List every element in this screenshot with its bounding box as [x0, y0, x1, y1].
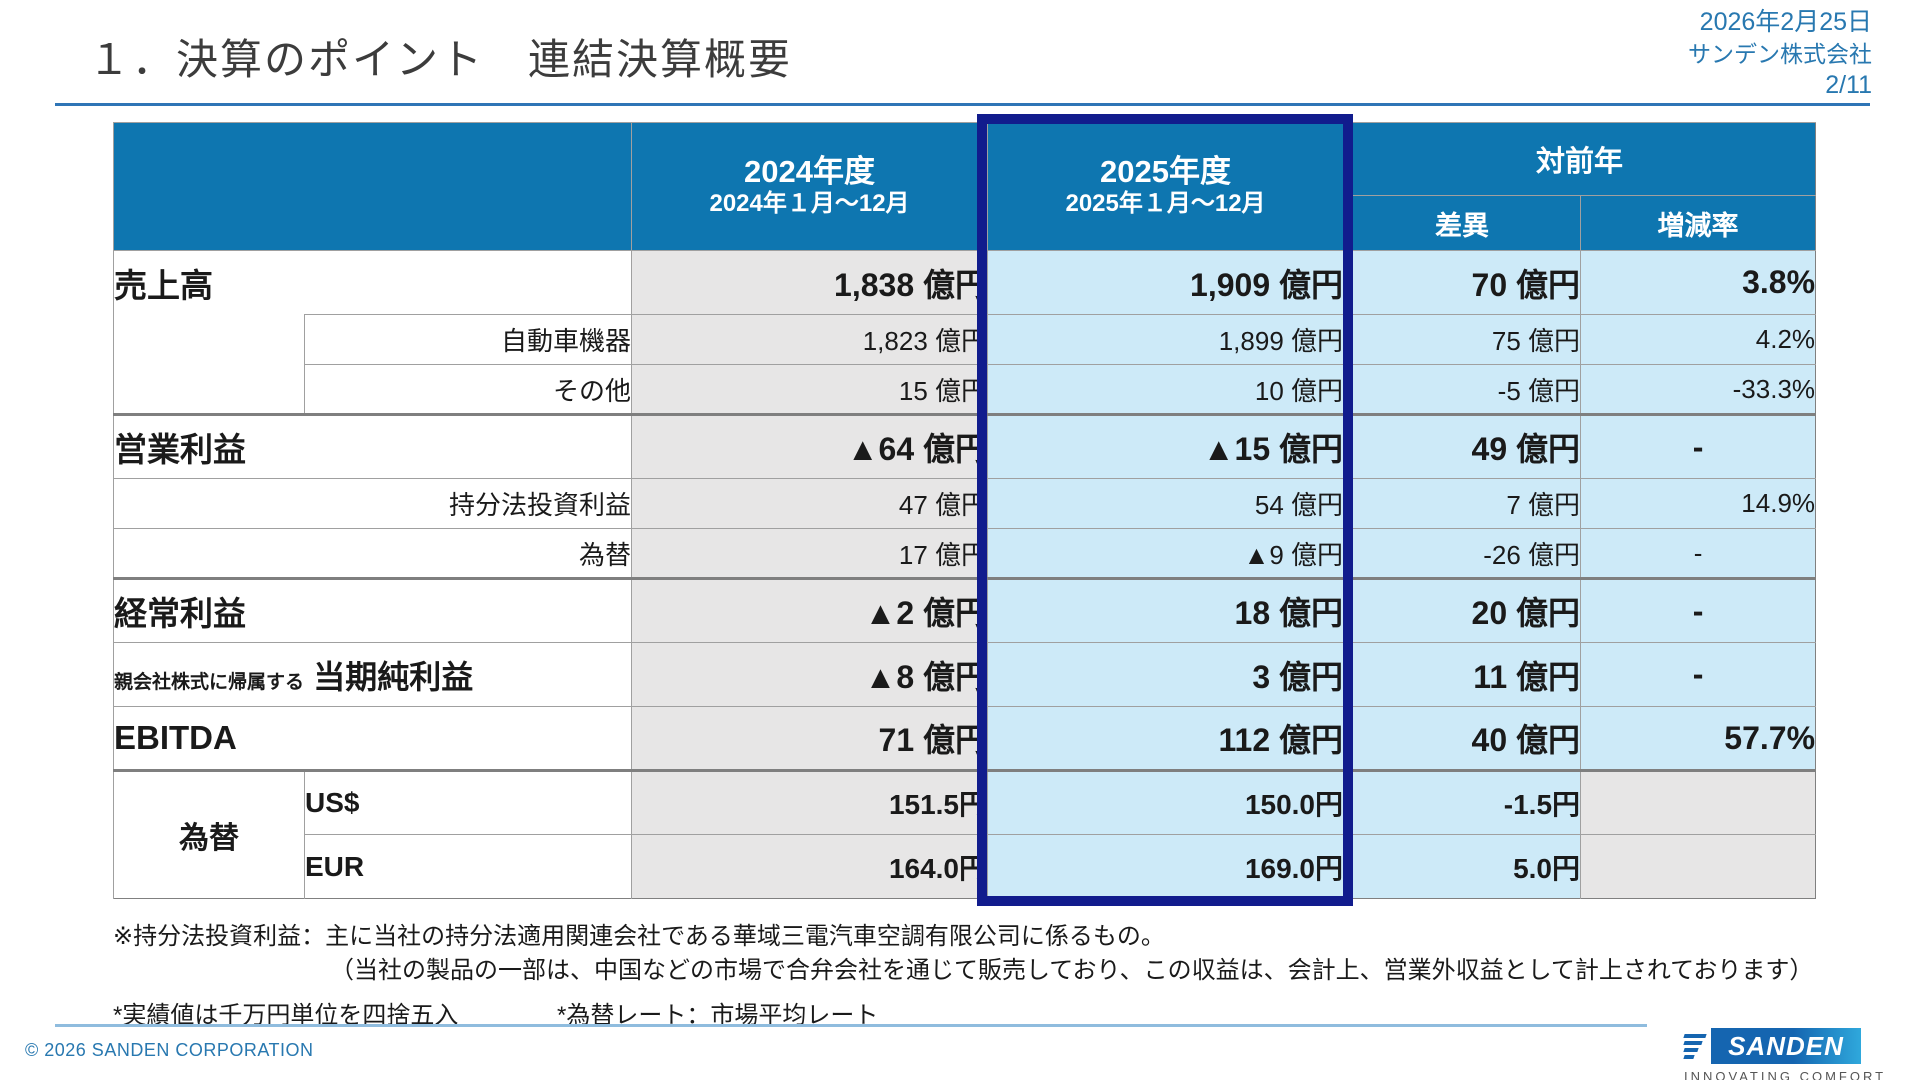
sales-fy2024: 1,838 億円	[631, 250, 988, 315]
net-income-label-main: 当期純利益	[313, 658, 474, 695]
forex-gain-rate: -	[1580, 528, 1816, 579]
usd-fy2024: 151.5円	[631, 769, 988, 835]
forex-gain-fy2024: 17 億円	[631, 528, 988, 579]
ebitda-fy2025: 112 億円	[987, 706, 1344, 771]
equity-method-diff: 7 億円	[1343, 478, 1581, 529]
header-diff: 差異	[1343, 195, 1581, 251]
operating-income-label: 営業利益	[112, 413, 632, 479]
row-net-income: 親会社株式に帰属する 当期純利益 ▲8 億円 3 億円 11 億円 -	[112, 642, 1816, 707]
auto-rate: 4.2%	[1580, 314, 1816, 365]
fy2024-title: 2024年度	[744, 154, 875, 190]
forex-gain-label: 為替	[112, 528, 632, 579]
usd-label: US$	[303, 769, 632, 835]
other-fy2025: 10 億円	[987, 364, 1344, 415]
eur-label: EUR	[303, 834, 632, 899]
page-number: 2/11	[1825, 71, 1872, 100]
fy2024-subtitle: 2024年１月～12月	[709, 189, 910, 217]
row-ebitda: EBITDA 71 億円 112 億円 40 億円 57.7%	[112, 706, 1816, 771]
title-underline	[55, 103, 1870, 106]
financial-summary-table: 2024年度 2024年１月～12月 2025年度 2025年１月～12月 対前…	[112, 122, 1817, 899]
eur-rate-empty	[1580, 834, 1816, 899]
operating-income-fy2025: ▲15 億円	[987, 413, 1344, 479]
bottom-divider	[55, 1024, 1647, 1027]
equity-method-rate: 14.9%	[1580, 478, 1816, 529]
net-income-fy2025: 3 億円	[987, 642, 1344, 707]
row-equity-method: 持分法投資利益 47 億円 54 億円 7 億円 14.9%	[112, 478, 1816, 529]
sanden-tagline: INNOVATING COMFORT	[1684, 1069, 1887, 1080]
row-sales: 売上高 1,838 億円 1,909 億円 70 億円 3.8%	[112, 250, 1816, 315]
ordinary-income-fy2024: ▲2 億円	[631, 577, 988, 643]
report-date: 2026年2月25日	[1699, 8, 1872, 36]
auto-fy2025: 1,899 億円	[987, 314, 1344, 365]
equity-method-label: 持分法投資利益	[112, 478, 632, 529]
operating-income-diff: 49 億円	[1343, 413, 1581, 479]
auto-fy2024: 1,823 億円	[631, 314, 988, 365]
ordinary-income-fy2025: 18 億円	[987, 577, 1344, 643]
sales-label: 売上高	[112, 250, 632, 315]
header-meta: 2026年2月25日 サンデン株式会社 2/11	[1688, 6, 1872, 102]
ordinary-income-rate: -	[1580, 577, 1816, 643]
ebitda-rate: 57.7%	[1580, 706, 1816, 771]
row-ordinary-income: 経常利益 ▲2 億円 18 億円 20 億円 -	[112, 577, 1816, 643]
header-vs-prev-year: 対前年	[1343, 122, 1816, 196]
eur-fy2024: 164.0円	[631, 834, 988, 899]
net-income-diff: 11 億円	[1343, 642, 1581, 707]
ebitda-diff: 40 億円	[1343, 706, 1581, 771]
footnote-equity-method: ※持分法投資利益：主に当社の持分法適用関連会社である華域三電汽車空調有限公司に係…	[113, 923, 1165, 950]
header-fy2024: 2024年度 2024年１月～12月	[631, 122, 988, 251]
sales-diff: 70 億円	[1343, 250, 1581, 315]
usd-diff: -1.5円	[1343, 769, 1581, 835]
usd-fy2025: 150.0円	[987, 769, 1344, 835]
operating-income-fy2024: ▲64 億円	[631, 413, 988, 479]
page-title: １．決算のポイント 連結決算概要	[88, 36, 793, 83]
auto-diff: 75 億円	[1343, 314, 1581, 365]
sanden-logo-text: SANDEN	[1728, 1030, 1844, 1061]
other-indent-spacer	[113, 364, 305, 415]
eur-fy2025: 169.0円	[987, 834, 1344, 899]
auto-indent-spacer	[113, 314, 305, 365]
other-rate: -33.3%	[1580, 364, 1816, 415]
sales-fy2025: 1,909 億円	[987, 250, 1344, 315]
ordinary-income-label: 経常利益	[112, 577, 632, 643]
fy2025-title: 2025年度	[1100, 154, 1231, 190]
row-fx-usd: 為替 US$ 151.5円 150.0円 -1.5円	[113, 769, 1816, 899]
forex-gain-diff: -26 億円	[1343, 528, 1581, 579]
header-blank-cell	[112, 122, 632, 251]
row-fx-eur: EUR 164.0円 169.0円 5.0円	[114, 834, 1816, 899]
net-income-label: 親会社株式に帰属する 当期純利益	[112, 642, 632, 707]
other-diff: -5 億円	[1343, 364, 1581, 415]
row-forex-gain: 為替 17 億円 ▲9 億円 -26 億円 -	[112, 528, 1816, 579]
sanden-stripes-icon	[1683, 1033, 1707, 1059]
operating-income-rate: -	[1580, 413, 1816, 479]
usd-rate-empty	[1580, 769, 1816, 835]
sales-rate: 3.8%	[1580, 250, 1816, 315]
footnote-equity-method-detail: （当社の製品の一部は、中国などの市場で合弁会社を通じて販売しており、この収益は、…	[330, 957, 1814, 984]
ebitda-fy2024: 71 億円	[631, 706, 988, 771]
row-other: その他 15 億円 10 億円 -5 億円 -33.3%	[113, 364, 1816, 415]
other-label: その他	[303, 364, 632, 415]
company-name: サンデン株式会社	[1688, 41, 1872, 67]
ordinary-income-diff: 20 億円	[1343, 577, 1581, 643]
eur-diff: 5.0円	[1343, 834, 1581, 899]
header-rate: 増減率	[1580, 195, 1816, 251]
fy2025-subtitle: 2025年１月～12月	[1065, 189, 1266, 217]
forex-gain-fy2025: ▲9 億円	[987, 528, 1344, 579]
net-income-label-prefix: 親会社株式に帰属する	[114, 671, 305, 693]
equity-method-fy2025: 54 億円	[987, 478, 1344, 529]
equity-method-fy2024: 47 億円	[631, 478, 988, 529]
sanden-logo: SANDEN INNOVATING COMFORT	[1683, 1028, 1887, 1080]
sanden-logo-box: SANDEN	[1711, 1028, 1861, 1064]
copyright: © 2026 SANDEN CORPORATION	[25, 1040, 314, 1060]
net-income-fy2024: ▲8 億円	[631, 642, 988, 707]
net-income-rate: -	[1580, 642, 1816, 707]
row-auto: 自動車機器 1,823 億円 1,899 億円 75 億円 4.2%	[113, 314, 1816, 365]
other-fy2024: 15 億円	[631, 364, 988, 415]
row-operating-income: 営業利益 ▲64 億円 ▲15 億円 49 億円 -	[112, 413, 1816, 479]
ebitda-label: EBITDA	[112, 706, 632, 771]
header-fy2025: 2025年度 2025年１月～12月	[987, 122, 1344, 251]
fx-group-label: 為替	[113, 769, 305, 899]
auto-label: 自動車機器	[303, 314, 632, 365]
